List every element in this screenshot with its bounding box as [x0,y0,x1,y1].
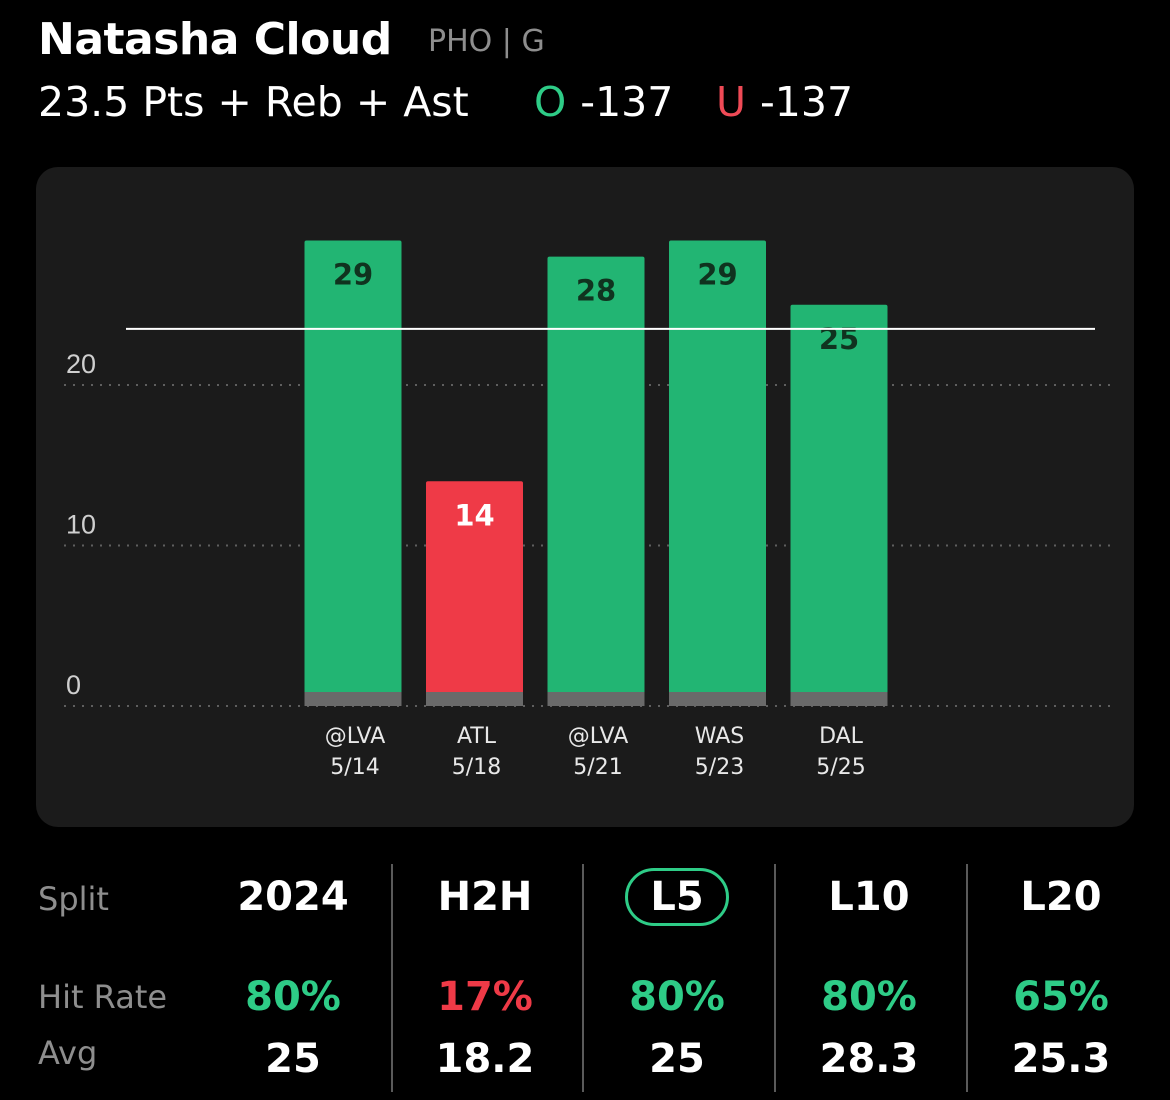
split-column-l5[interactable]: L5 80% 25 [587,850,767,1100]
x-tick-opponent: WAS [695,724,745,749]
avg-value: 25.3 [1011,1036,1111,1082]
bar-value-label: 29 [697,258,737,292]
game-log-chart: 0 10 20 29 @LVA 5/14 14 ATL 5/18 28 @LVA 5/21 29 WAS 5… [64,240,1112,780]
bar-base [669,692,766,706]
avg-value: 25 [649,1036,705,1082]
x-tick-date: 5/18 [452,755,501,780]
column-divider [966,864,968,1092]
chart-card: 0 10 20 29 @LVA 5/14 14 ATL 5/18 28 @LVA 5/21 29 WAS 5… [36,167,1134,827]
x-tick-date: 5/21 [573,755,622,780]
x-tick-date: 5/14 [330,755,379,780]
column-divider [582,864,584,1092]
bar-value-label: 14 [454,498,494,532]
prop-line: 23.5 Pts + Reb + Ast [38,78,469,126]
avg-row-label: Avg [38,1034,98,1072]
y-tick-label: 20 [66,349,96,379]
split-row-label: Split [38,880,109,918]
column-divider [391,864,393,1092]
bar [547,256,645,706]
x-tick-date: 5/25 [816,755,865,780]
bar-base [790,692,888,706]
avg-value: 25 [265,1036,321,1082]
under-letter: U [716,78,747,126]
hit-rate-value: 80% [629,974,725,1020]
bar-base [426,692,523,706]
split-column-l10[interactable]: L10 80% 28.3 [779,850,959,1100]
avg-value: 28.3 [819,1036,919,1082]
split-tab-label: 2024 [237,874,349,920]
bar-value-label: 28 [576,274,616,308]
x-tick-opponent: DAL [819,724,864,749]
split-tab-label: H2H [437,874,533,920]
hit-rate-value: 65% [1013,974,1109,1020]
x-tick-date: 5/23 [695,755,744,780]
hit-rate-value: 80% [245,974,341,1020]
bar [669,240,766,707]
x-tick-opponent: ATL [457,724,497,749]
x-tick-opponent: @LVA [568,724,629,749]
player-name: Natasha Cloud [38,14,392,65]
x-tick-opponent: @LVA [325,724,386,749]
bar-value-label: 29 [333,258,373,292]
split-tab[interactable]: L5 [587,868,767,926]
split-tab-label: L5 [625,868,729,926]
over-letter: O [534,78,567,126]
bar [426,481,523,706]
split-tab-label: L20 [1020,874,1102,920]
over-odds-value: -137 [580,78,674,126]
splits-table: Split Hit Rate Avg 2024 80% 25 H2H 17% 18.2 L5… [0,850,1170,1100]
bar-base [547,692,645,706]
split-tab[interactable]: 2024 [203,872,383,922]
hit-rate-row-label: Hit Rate [38,978,168,1016]
over-odds[interactable]: O -137 [534,78,673,126]
y-tick-label: 10 [66,510,96,540]
hit-rate-value: 80% [821,974,917,1020]
player-meta: PHO | G [428,24,545,59]
split-column-h2h[interactable]: H2H 17% 18.2 [395,850,575,1100]
hit-rate-value: 17% [437,974,533,1020]
split-tab-label: L10 [828,874,910,920]
split-tab[interactable]: L20 [971,872,1151,922]
bar [304,240,402,707]
column-divider [774,864,776,1092]
y-tick-label: 0 [66,670,81,700]
under-odds[interactable]: U -137 [716,78,853,126]
bar-value-label: 25 [819,322,859,356]
avg-value: 18.2 [435,1036,535,1082]
split-tab[interactable]: L10 [779,872,959,922]
split-tab[interactable]: H2H [395,872,575,922]
bar [790,304,888,706]
split-column-2024[interactable]: 2024 80% 25 [203,850,383,1100]
bar-base [304,692,402,706]
split-column-l20[interactable]: L20 65% 25.3 [971,850,1151,1100]
under-odds-value: -137 [760,78,854,126]
